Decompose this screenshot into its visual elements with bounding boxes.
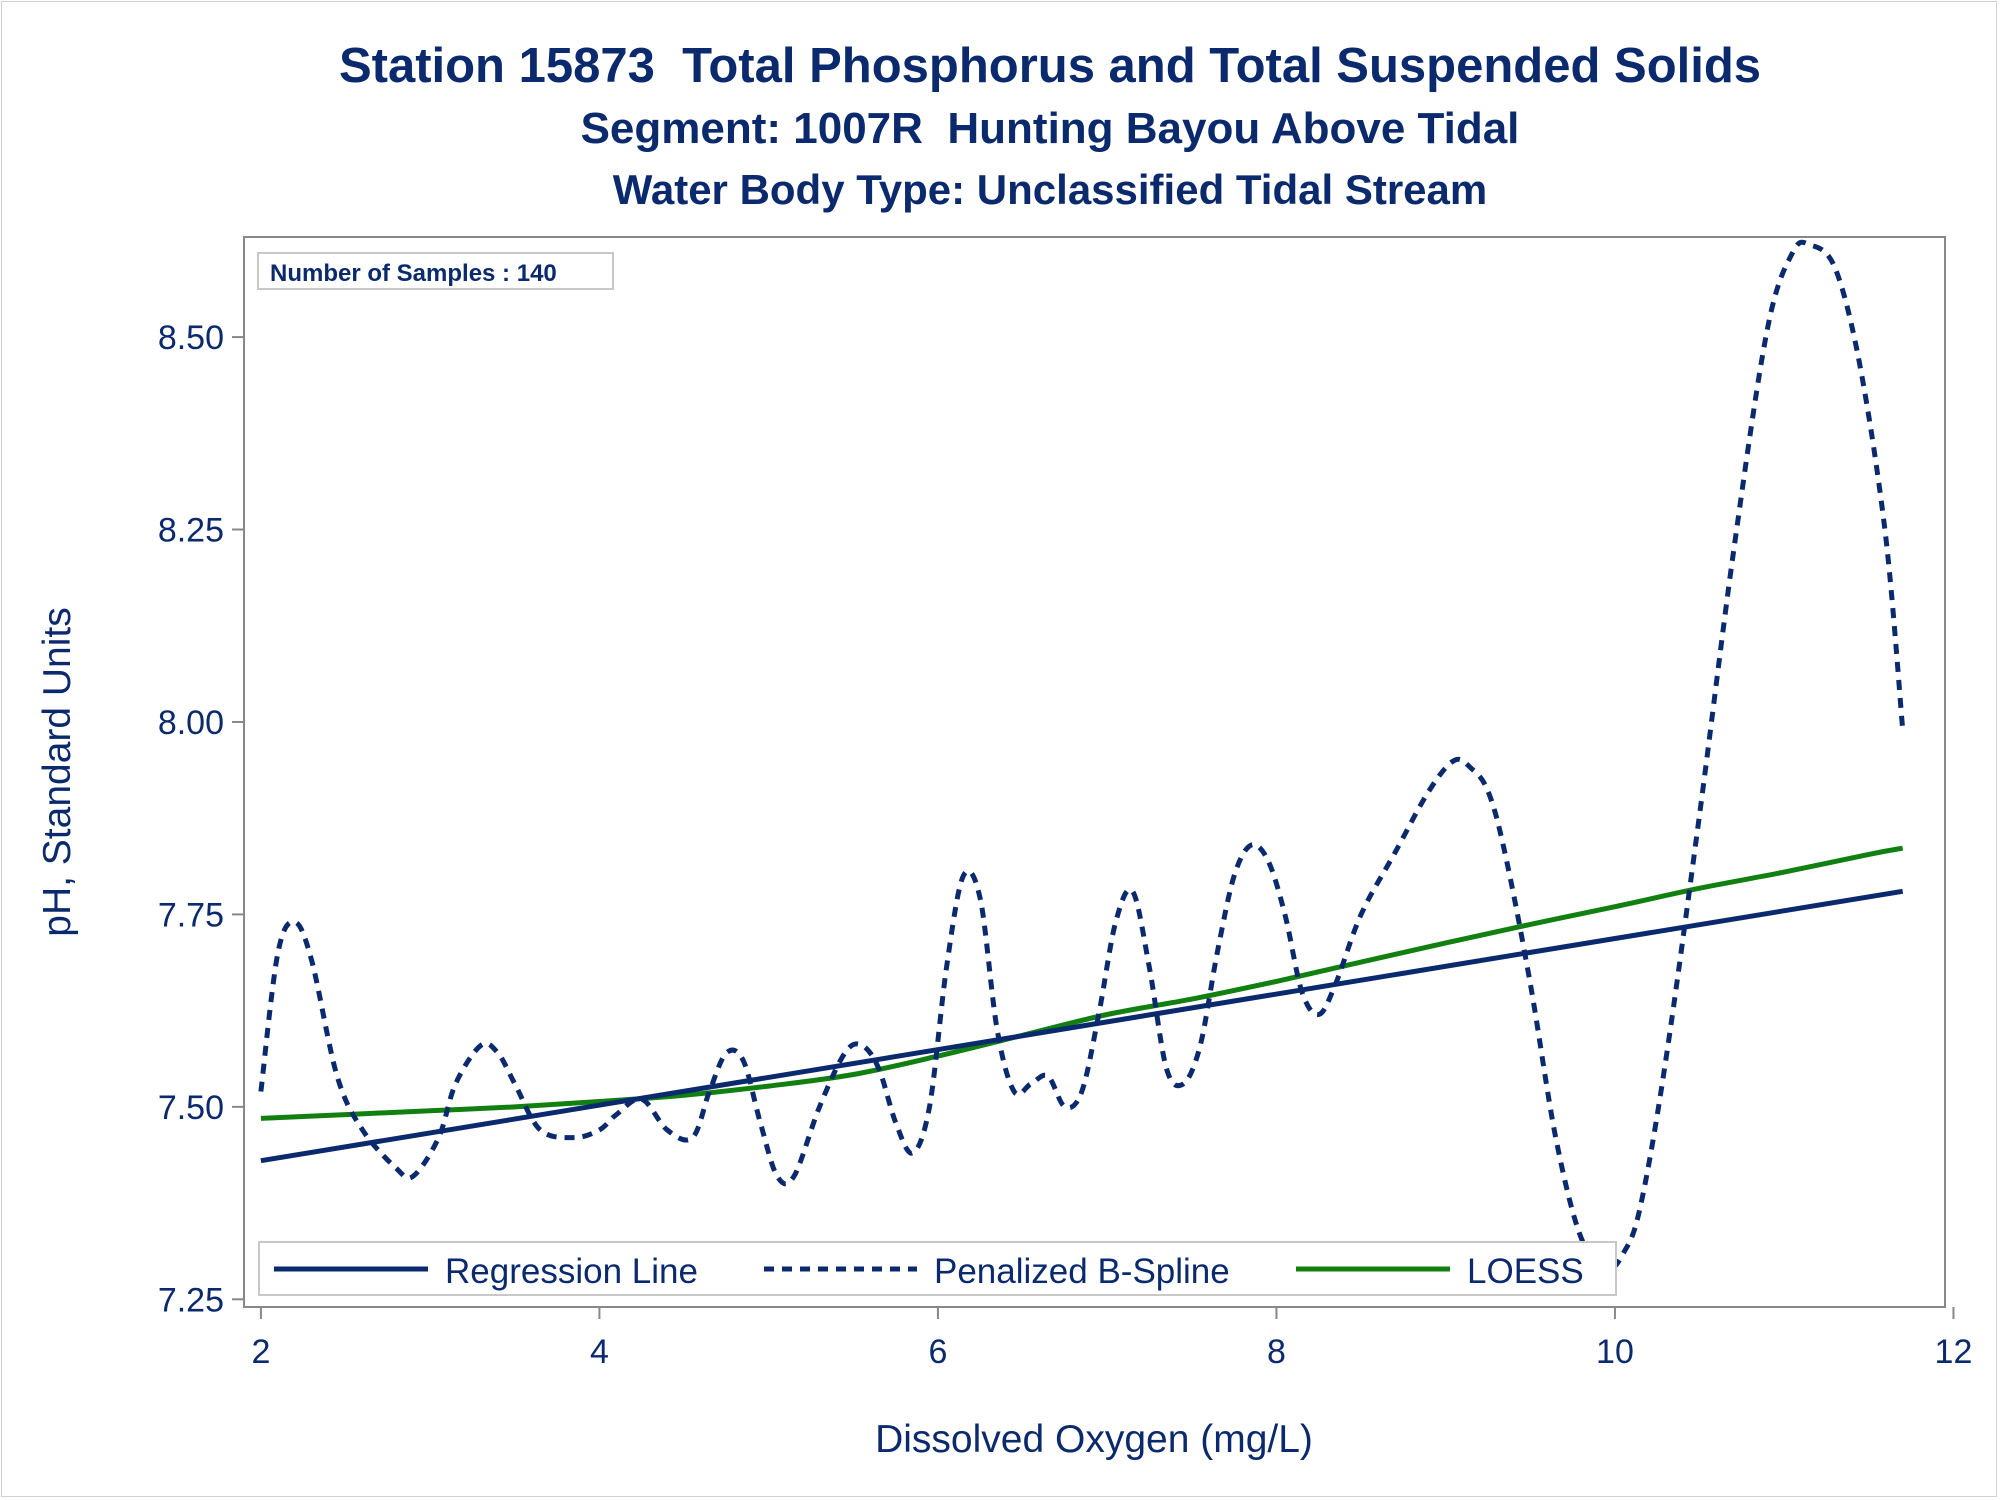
chart-title: Station 15873 Total Phosphorus and Total… [338,39,1762,93]
x-axis: 2 4 6 8 10 12 [251,1307,1972,1371]
legend-label-regression: Regression Line [445,1252,698,1291]
series-layer [258,239,1906,1272]
legend-label-loess: LOESS [1467,1252,1584,1291]
regression-line [260,888,1904,1164]
y-tick-label: 8.50 [158,319,224,357]
plot-area [243,236,1946,1308]
x-tick-label: 10 [1596,1333,1634,1371]
x-tick-label: 4 [590,1333,609,1371]
legend-label-spline: Penalized B-Spline [934,1252,1230,1291]
sample-count-inset: Number of Samples : 140 [257,252,614,290]
penalized-b-spline-line [258,239,1906,1272]
y-tick-label: 8.00 [158,704,224,742]
y-tick-label: 7.50 [158,1089,224,1127]
y-tick-label: 7.75 [158,896,224,934]
y-axis: 7.25 7.50 7.75 8.00 8.25 8.50 [158,319,244,1319]
x-tick-label: 2 [251,1333,270,1371]
y-tick-label: 8.25 [158,512,224,550]
x-axis-label: Dissolved Oxygen (mg/L) [875,1418,1313,1461]
sample-count-label: Number of Samples : 140 [270,260,557,287]
y-tick-label: 7.25 [158,1281,224,1319]
chart-subtitle-segment: Segment: 1007R Hunting Bayou Above Tidal [580,104,1520,153]
loess-line [260,845,1904,1121]
x-tick-label: 12 [1935,1333,1973,1371]
legend: Regression Line Penalized B-Spline LOESS [258,1241,1617,1296]
y-axis-label: pH, Standard Units [36,607,79,937]
sample-count-box [257,252,614,290]
x-tick-label: 6 [928,1333,947,1371]
x-tick-label: 8 [1267,1333,1286,1371]
chart-subtitle-waterbody: Water Body Type: Unclassified Tidal Stre… [612,166,1488,213]
